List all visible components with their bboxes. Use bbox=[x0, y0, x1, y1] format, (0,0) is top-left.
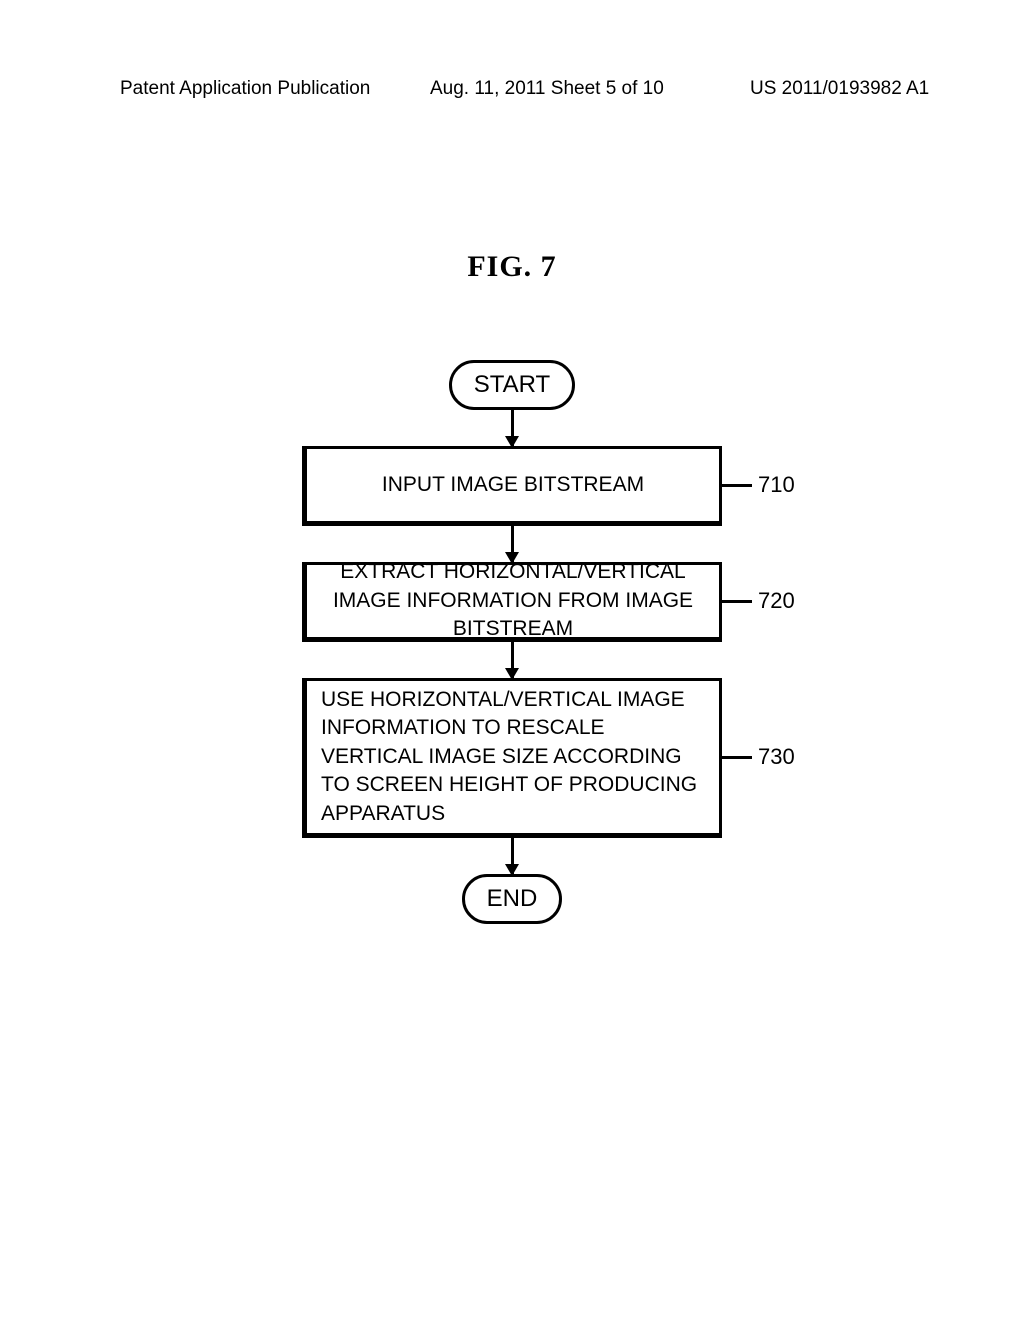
ref-label-3: 730 bbox=[758, 744, 795, 770]
flowchart: START INPUT IMAGE BITSTREAM 710 EXTRACT … bbox=[0, 360, 1024, 924]
page: Patent Application Publication Aug. 11, … bbox=[0, 0, 1024, 1320]
header-right: US 2011/0193982 A1 bbox=[750, 78, 929, 100]
start-terminator: START bbox=[449, 360, 575, 410]
process-step-2: EXTRACT HORIZONTAL/VERTICAL IMAGE INFORM… bbox=[302, 562, 722, 642]
ref-label-1: 710 bbox=[758, 472, 795, 498]
process-step-2-text: EXTRACT HORIZONTAL/VERTICAL IMAGE INFORM… bbox=[321, 558, 705, 643]
leader-line bbox=[722, 484, 752, 487]
header-left: Patent Application Publication bbox=[120, 78, 370, 100]
end-terminator: END bbox=[462, 874, 563, 924]
figure-title: FIG. 7 bbox=[0, 250, 1024, 284]
ref-label-2: 720 bbox=[758, 588, 795, 614]
leader-line bbox=[722, 756, 752, 759]
process-step-1-text: INPUT IMAGE BITSTREAM bbox=[382, 471, 644, 499]
process-step-3-text: USE HORIZONTAL/VERTICAL IMAGE INFORMATIO… bbox=[321, 686, 705, 828]
process-step-3: USE HORIZONTAL/VERTICAL IMAGE INFORMATIO… bbox=[302, 678, 722, 838]
process-step-1: INPUT IMAGE BITSTREAM bbox=[302, 446, 722, 526]
header-mid: Aug. 11, 2011 Sheet 5 of 10 bbox=[430, 78, 664, 100]
leader-line bbox=[722, 600, 752, 603]
